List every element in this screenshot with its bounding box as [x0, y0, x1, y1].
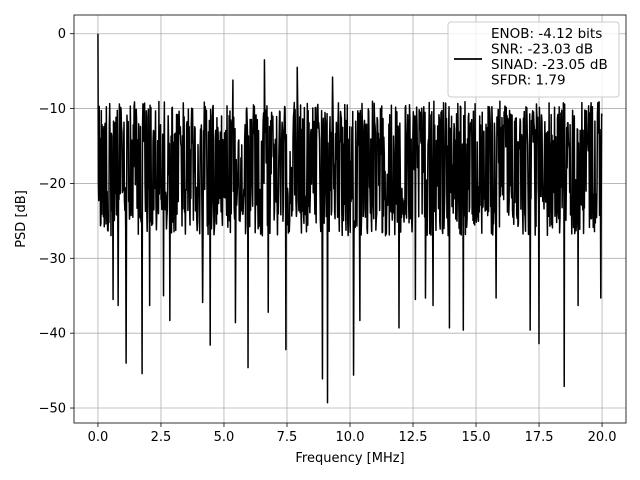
x-tick-label: 15.0 [462, 430, 491, 445]
x-tick-label: 12.5 [399, 430, 428, 445]
y-tick-label: −50 [39, 402, 66, 417]
axis-ticks: 0.0 2.5 5.0 7.5 10.0 12.5 15.0 17.5 20.0 0 −10 −20 −… [39, 27, 617, 445]
x-tick-label: 0.0 [88, 430, 109, 445]
legend-entry-line: SINAD: -23.05 dB [491, 57, 608, 73]
series-layer [97, 33, 603, 404]
x-tick-label: 2.5 [151, 430, 172, 445]
legend-entry-line: SFDR: 1.79 [491, 73, 566, 89]
x-tick-label: 17.5 [525, 430, 554, 445]
y-tick-label: −30 [39, 252, 66, 267]
legend-entry-line: SNR: -23.03 dB [491, 42, 593, 58]
x-tick-label: 10.0 [336, 430, 365, 445]
y-tick-label: −20 [39, 177, 66, 192]
x-axis-label: Frequency [MHz] [295, 451, 404, 466]
x-tick-label: 7.5 [277, 430, 298, 445]
y-tick-label: −40 [39, 327, 66, 342]
y-axis-label: PSD [dB] [14, 190, 29, 248]
psd-series-line [97, 33, 603, 404]
legend-entry-line: ENOB: -4.12 bits [491, 26, 602, 42]
x-tick-label: 5.0 [214, 430, 235, 445]
y-tick-label: −10 [39, 102, 66, 117]
x-tick-label: 20.0 [588, 430, 617, 445]
y-tick-label: 0 [58, 27, 66, 42]
legend-box [447, 21, 620, 98]
